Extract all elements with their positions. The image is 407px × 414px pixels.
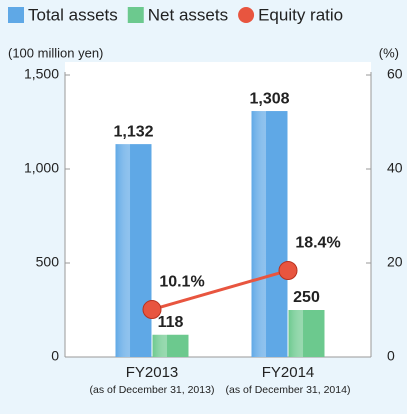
y-tick-label: 0 <box>51 348 59 364</box>
data-label: 18.4% <box>295 235 340 252</box>
y-tick-label: 500 <box>36 254 60 270</box>
line <box>151 269 289 311</box>
bar-shine <box>288 310 325 357</box>
point <box>278 261 298 281</box>
y2-axis-label: (%) <box>379 45 399 60</box>
y-tick-label: 1,000 <box>24 160 59 176</box>
y2-tick-label: 0 <box>387 348 395 364</box>
legend-swatch <box>127 7 144 23</box>
plot-area <box>65 62 371 357</box>
bar-shine <box>152 334 189 357</box>
bar-shine <box>251 111 288 357</box>
data-label: 1,308 <box>249 90 289 107</box>
legend-label: Net assets <box>148 5 228 24</box>
y-axis-label: (100 million yen) <box>8 45 103 60</box>
x-tick-note: (as of December 31, 2014) <box>226 384 351 396</box>
x-tick-label: FY2013 <box>126 364 179 381</box>
point <box>142 300 162 320</box>
y2-tick-label: 60 <box>387 66 403 82</box>
data-label: 250 <box>293 289 320 306</box>
x-tick-label: FY2014 <box>262 364 315 381</box>
y2-tick-label: 40 <box>387 160 403 176</box>
legend-swatch <box>238 7 255 23</box>
legend-label: Total assets <box>28 5 118 24</box>
y2-tick-label: 20 <box>387 254 403 270</box>
data-label: 1,132 <box>113 123 153 140</box>
y-tick-label: 1,500 <box>24 66 59 82</box>
data-label: 118 <box>158 314 184 331</box>
bar-shine <box>115 144 152 357</box>
legend-label: Equity ratio <box>258 5 343 24</box>
x-tick-note: (as of December 31, 2013) <box>90 384 215 396</box>
legend-swatch <box>8 7 24 23</box>
data-label: 10.1% <box>159 274 204 291</box>
